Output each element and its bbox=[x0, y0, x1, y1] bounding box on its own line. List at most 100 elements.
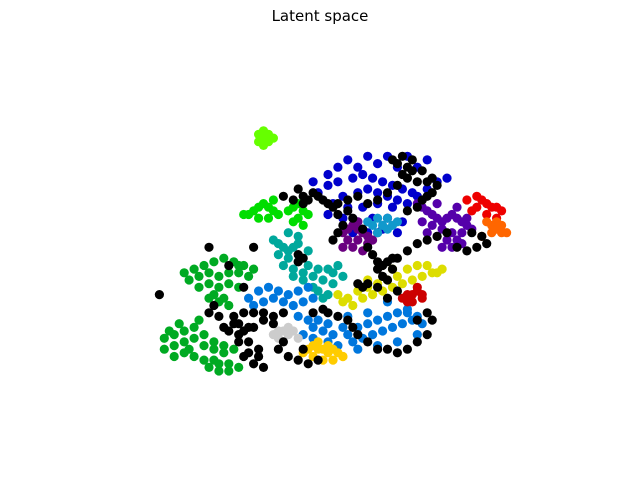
scatter-point bbox=[293, 184, 303, 194]
scatter-point bbox=[214, 311, 224, 321]
scatter-point bbox=[229, 344, 239, 354]
scatter-point bbox=[254, 344, 264, 354]
scatter-point bbox=[482, 209, 492, 220]
scatter-point bbox=[204, 268, 214, 278]
scatter-point bbox=[268, 311, 278, 321]
scatter-point bbox=[422, 228, 432, 238]
scatter-point bbox=[258, 315, 269, 325]
scatter-point bbox=[323, 341, 333, 351]
scatter-point bbox=[437, 242, 447, 252]
scatter-point bbox=[244, 293, 254, 303]
scatter-point bbox=[487, 228, 497, 238]
scatter-point bbox=[412, 315, 422, 325]
scatter-point bbox=[229, 311, 239, 321]
scatter-point bbox=[392, 286, 402, 296]
scatter-point bbox=[328, 279, 338, 289]
scatter-point bbox=[293, 231, 303, 241]
scatter-point bbox=[323, 319, 333, 329]
scatter-point bbox=[373, 282, 383, 292]
scatter-point bbox=[224, 359, 234, 369]
scatter-point bbox=[199, 341, 209, 351]
scatter-point bbox=[204, 242, 214, 252]
scatter-point bbox=[258, 126, 269, 136]
scatter-point bbox=[382, 311, 393, 321]
scatter-point bbox=[169, 351, 179, 362]
scatter-point bbox=[397, 319, 407, 329]
scatter-point bbox=[258, 362, 269, 372]
scatter-point bbox=[442, 173, 452, 183]
scatter-point bbox=[303, 246, 313, 256]
scatter-point bbox=[402, 206, 412, 216]
scatter-point bbox=[283, 253, 293, 263]
scatter-point bbox=[189, 351, 199, 362]
scatter-point bbox=[363, 337, 373, 347]
scatter-point bbox=[224, 326, 234, 336]
scatter-point bbox=[323, 209, 333, 220]
scatter-point bbox=[164, 326, 174, 336]
scatter-point bbox=[189, 333, 199, 343]
scatter-point bbox=[204, 279, 214, 289]
scatter-point bbox=[298, 297, 308, 307]
scatter-point bbox=[333, 162, 343, 172]
scatter-point bbox=[224, 300, 234, 311]
scatter-point bbox=[298, 191, 308, 201]
scatter-point bbox=[343, 330, 353, 340]
scatter-point bbox=[387, 202, 398, 212]
scatter-point bbox=[397, 169, 407, 180]
scatter-point bbox=[278, 337, 288, 347]
scatter-point bbox=[328, 235, 338, 245]
scatter-point bbox=[392, 228, 402, 238]
scatter-point bbox=[412, 239, 422, 249]
scatter-point bbox=[313, 315, 323, 325]
scatter-point bbox=[189, 264, 199, 274]
scatter-point bbox=[348, 300, 358, 311]
scatter-point bbox=[214, 282, 224, 292]
scatter-point bbox=[323, 308, 333, 318]
scatter-point bbox=[244, 337, 254, 347]
scatter-point bbox=[288, 271, 298, 281]
scatter-point bbox=[338, 322, 348, 332]
scatter-point bbox=[368, 235, 378, 245]
scatter-point bbox=[402, 344, 412, 354]
scatter-point bbox=[353, 191, 363, 201]
scatter-point bbox=[224, 366, 234, 376]
scatter-point bbox=[288, 195, 298, 205]
scatter-point bbox=[283, 228, 293, 238]
scatter-point bbox=[179, 326, 189, 336]
scatter-point bbox=[358, 169, 368, 180]
scatter-point bbox=[402, 162, 412, 172]
scatter-point bbox=[432, 199, 442, 209]
scatter-point bbox=[392, 348, 402, 358]
scatter-point bbox=[422, 330, 432, 340]
scatter-point bbox=[368, 173, 378, 183]
scatter-point bbox=[392, 271, 402, 281]
scatter-point bbox=[432, 180, 442, 190]
scatter-point bbox=[293, 355, 303, 365]
scatter-point bbox=[169, 341, 179, 351]
scatter-point bbox=[452, 242, 462, 252]
scatter-point bbox=[392, 253, 402, 263]
scatter-point bbox=[343, 206, 353, 216]
scatter-point bbox=[348, 322, 358, 332]
scatter-point bbox=[268, 195, 278, 205]
scatter-point bbox=[308, 271, 318, 281]
scatter-point bbox=[293, 239, 303, 249]
scatter-point bbox=[502, 228, 512, 238]
scatter-point bbox=[298, 220, 308, 230]
scatter-point bbox=[303, 359, 313, 369]
scatter-point bbox=[382, 344, 393, 354]
scatter-point bbox=[273, 286, 283, 296]
scatter-point bbox=[268, 319, 278, 329]
scatter-point bbox=[154, 290, 164, 300]
scatter-point bbox=[412, 337, 422, 347]
scatter-point bbox=[348, 173, 358, 183]
scatter-point bbox=[363, 319, 373, 329]
scatter-point bbox=[348, 337, 358, 347]
scatter-point bbox=[234, 362, 244, 372]
scatter-point bbox=[373, 315, 383, 325]
scatter-point bbox=[333, 260, 343, 271]
scatter-point bbox=[303, 260, 313, 271]
scatter-point bbox=[417, 290, 427, 300]
scatter-point bbox=[417, 271, 427, 281]
scatter-point bbox=[338, 297, 348, 307]
